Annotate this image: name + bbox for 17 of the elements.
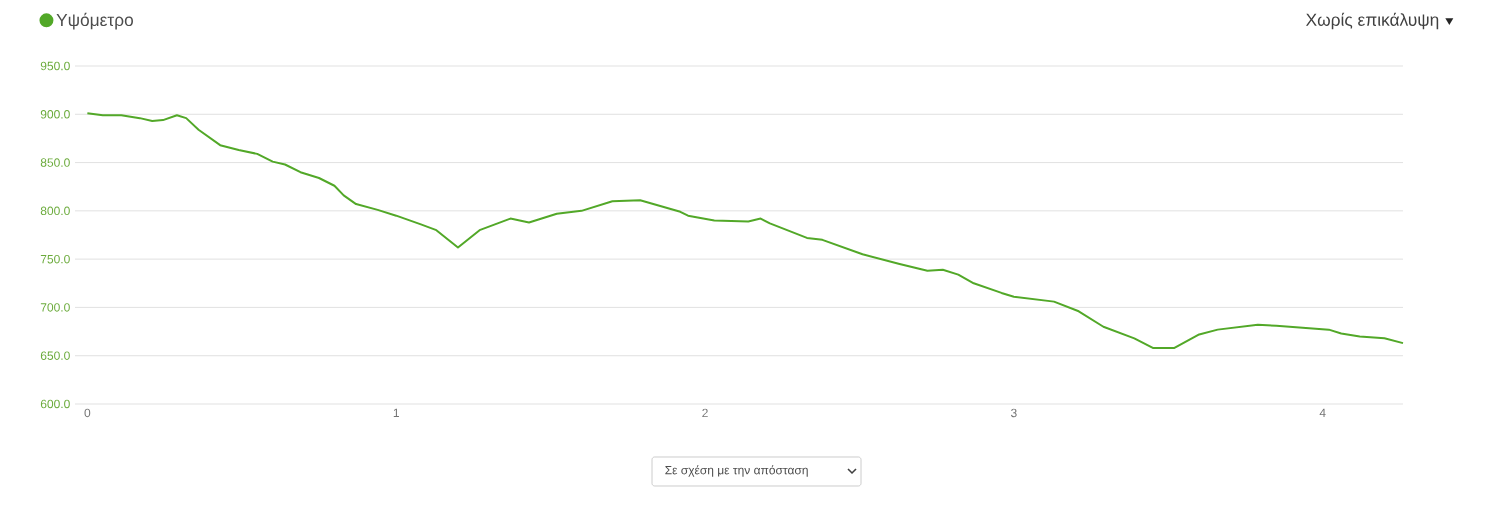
- y-tick-label: 600.0: [40, 399, 70, 409]
- legend-label: Υψόμετρο: [56, 12, 133, 30]
- y-tick-label: 650.0: [40, 351, 70, 360]
- x-tick-label: 2: [702, 408, 708, 418]
- y-tick-label: 900.0: [40, 110, 70, 119]
- x-tick-label: 0: [84, 408, 91, 418]
- text: Σε σχέση με την απόσταση: [665, 465, 808, 477]
- x-tick-label: 1: [393, 408, 399, 417]
- line-series: [86, 112, 1404, 349]
- y-tick-label: 750.0: [40, 254, 70, 264]
- y-tick-label: 800.0: [40, 206, 70, 216]
- y-tick-label: 950.0: [40, 61, 70, 71]
- x-tick-label: 4: [1319, 408, 1326, 417]
- text: Χωρίς επικάλυψη: [1305, 12, 1439, 30]
- x-tick-label: 3: [1010, 408, 1017, 418]
- y-tick-label: 850.0: [40, 158, 70, 167]
- y-tick-label: 700.0: [40, 303, 70, 312]
